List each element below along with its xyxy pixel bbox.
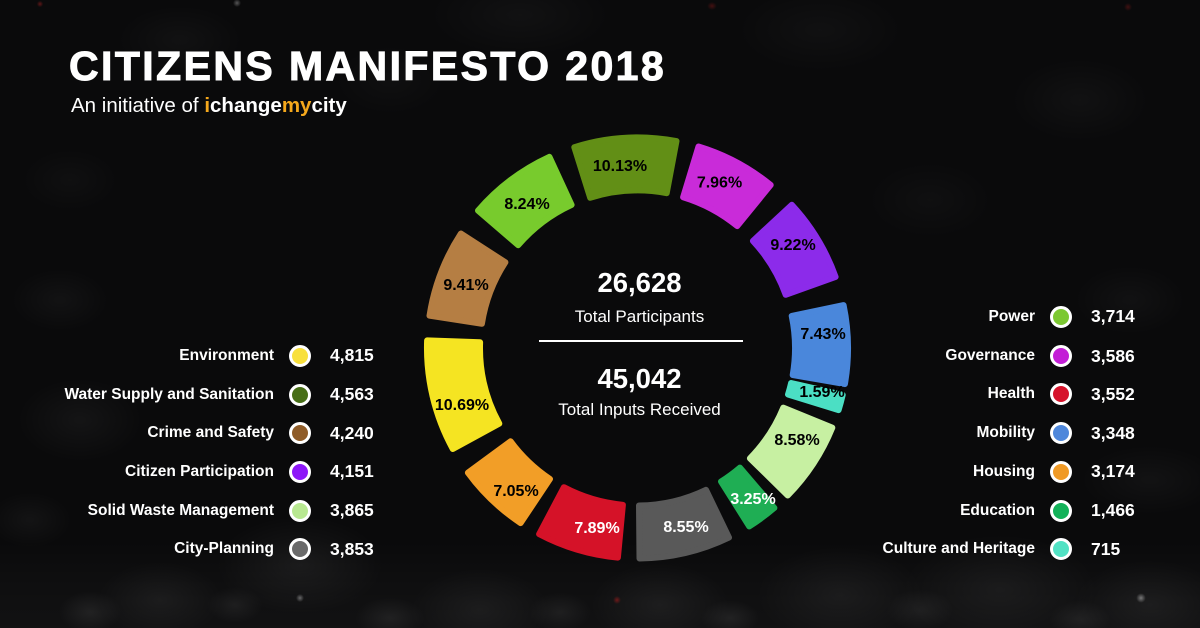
svg-text:7.89%: 7.89%	[574, 520, 619, 537]
svg-text:10.13%: 10.13%	[593, 158, 647, 175]
svg-text:7.05%: 7.05%	[493, 483, 538, 500]
svg-text:9.22%: 9.22%	[770, 237, 815, 254]
svg-text:10.69%: 10.69%	[435, 397, 489, 414]
svg-text:9.41%: 9.41%	[443, 277, 488, 294]
svg-text:8.24%: 8.24%	[504, 196, 549, 213]
svg-text:8.55%: 8.55%	[663, 519, 708, 536]
svg-text:3.25%: 3.25%	[730, 491, 775, 508]
svg-text:1.59%: 1.59%	[799, 384, 844, 401]
svg-text:7.96%: 7.96%	[697, 175, 742, 192]
svg-text:8.58%: 8.58%	[774, 432, 819, 449]
svg-text:7.43%: 7.43%	[800, 326, 845, 343]
